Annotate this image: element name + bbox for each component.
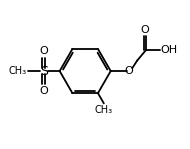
Text: CH₃: CH₃ (95, 105, 113, 115)
Text: O: O (40, 86, 48, 96)
Text: OH: OH (161, 45, 178, 55)
Text: S: S (40, 65, 48, 78)
Text: O: O (40, 46, 48, 56)
Text: O: O (124, 66, 133, 76)
Text: CH₃: CH₃ (8, 66, 26, 76)
Text: O: O (140, 25, 149, 35)
